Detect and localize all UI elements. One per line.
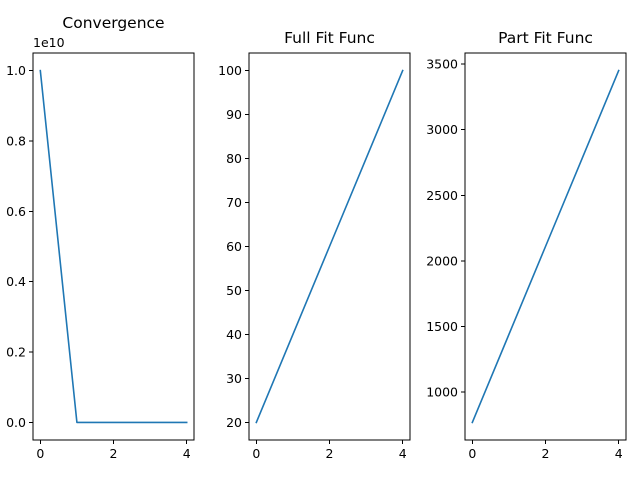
panel-title: Full Fit Func xyxy=(284,29,375,47)
y-tick-label: 2000 xyxy=(426,253,458,268)
y-tick-label: 0.0 xyxy=(6,415,26,430)
x-tick-label: 0 xyxy=(468,446,476,461)
y-tick-label: 0.2 xyxy=(6,345,26,360)
convergence-panel: Convergence 0 2 4 0.0 0.2 0.4 0.6 0.8 1.0 1e10 xyxy=(6,14,195,461)
y-tick-label: 0.8 xyxy=(6,133,26,148)
y-tick-label: 0.4 xyxy=(6,274,26,289)
x-tick-label: 4 xyxy=(399,446,407,461)
x-tick-label: 2 xyxy=(326,446,334,461)
series-line xyxy=(471,69,620,424)
y-tick-label: 30 xyxy=(226,371,242,386)
series-line xyxy=(39,69,188,424)
series-line xyxy=(255,69,404,424)
y-tick-label: 1000 xyxy=(426,385,458,400)
y-tick-label: 3500 xyxy=(426,57,458,72)
y-tick-label: 0.6 xyxy=(6,204,26,219)
y-tick-label: 50 xyxy=(226,283,242,298)
y-tick-label: 1500 xyxy=(426,319,458,334)
y-tick-label: 80 xyxy=(226,151,242,166)
y-tick-label: 3000 xyxy=(426,122,458,137)
y-tick-label: 2500 xyxy=(426,188,458,203)
y-tick-label: 1.0 xyxy=(6,63,26,78)
x-tick-label: 0 xyxy=(252,446,260,461)
y-tick-label: 20 xyxy=(226,415,242,430)
panel-title: Part Fit Func xyxy=(498,29,593,47)
panel-title: Convergence xyxy=(62,14,164,32)
x-tick-label: 0 xyxy=(36,446,44,461)
y-offset-label: 1e10 xyxy=(33,35,65,50)
full-fit-func-panel: Full Fit Func 0 2 4 20 30 40 50 60 70 80 90 100 xyxy=(218,29,411,461)
y-tick-label: 90 xyxy=(226,107,242,122)
y-tick-label: 70 xyxy=(226,195,242,210)
part-fit-func-panel: Part Fit Func 0 2 4 1000 1500 2000 2500 3000 350… xyxy=(426,29,627,461)
x-tick-label: 2 xyxy=(110,446,118,461)
y-tick-label: 100 xyxy=(218,63,242,78)
y-tick-label: 40 xyxy=(226,327,242,342)
x-tick-label: 4 xyxy=(183,446,191,461)
y-tick-label: 60 xyxy=(226,239,242,254)
x-tick-label: 2 xyxy=(542,446,550,461)
x-tick-label: 4 xyxy=(615,446,623,461)
